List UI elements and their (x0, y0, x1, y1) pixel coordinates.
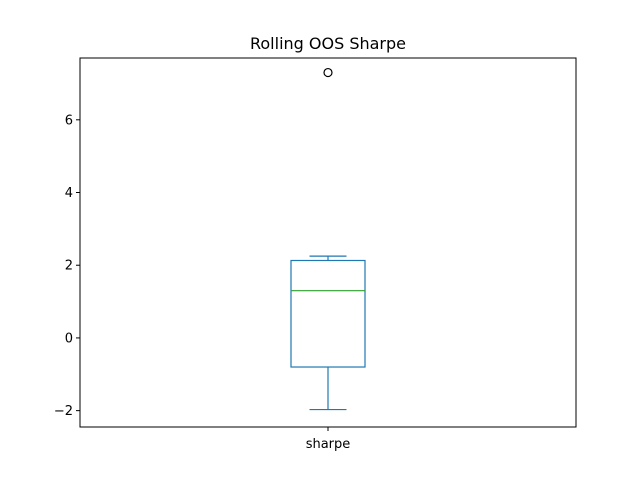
y-tick-label: 0 (65, 331, 73, 346)
y-tick-label: 4 (65, 186, 73, 201)
box-series (290, 67, 366, 411)
y-tick-label: −2 (54, 404, 73, 419)
y-tick-label: 6 (65, 113, 73, 128)
x-tick-label: sharpe (306, 437, 351, 452)
outlier-point (323, 67, 333, 78)
y-axis: −2 0 2 4 6 (54, 113, 80, 419)
box-sharpe (290, 67, 366, 411)
chart-title: Rolling OOS Sharpe (250, 34, 406, 53)
y-tick-label: 2 (65, 259, 73, 274)
x-axis: sharpe (306, 427, 351, 452)
interquartile-box (290, 259, 366, 368)
